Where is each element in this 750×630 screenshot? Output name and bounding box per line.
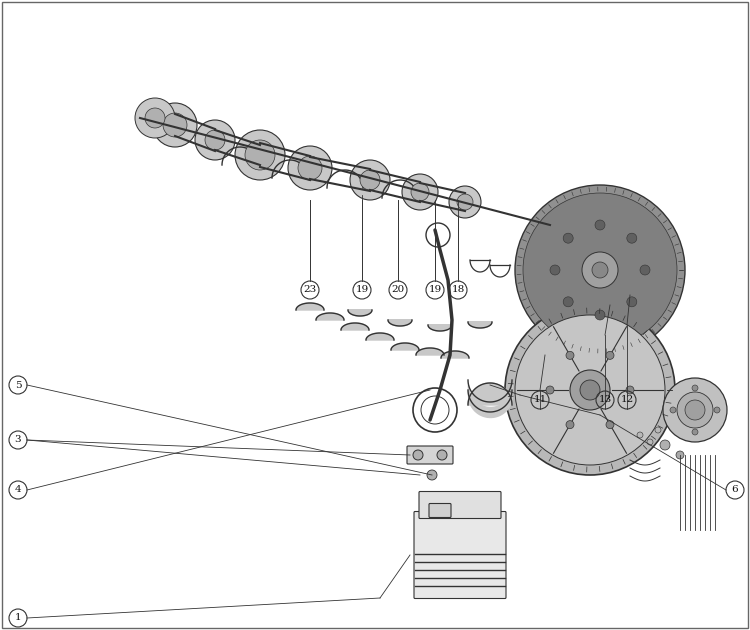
Text: 5: 5 <box>15 381 21 389</box>
Text: 18: 18 <box>452 285 464 294</box>
Circle shape <box>626 386 634 394</box>
Circle shape <box>457 194 473 210</box>
Circle shape <box>235 130 285 180</box>
Circle shape <box>163 113 187 137</box>
Text: 23: 23 <box>303 285 316 294</box>
Circle shape <box>413 450 423 460</box>
Circle shape <box>582 252 618 288</box>
Circle shape <box>350 160 390 200</box>
Circle shape <box>685 400 705 420</box>
Text: 19: 19 <box>428 285 442 294</box>
Polygon shape <box>316 313 344 320</box>
Text: 4: 4 <box>15 486 21 495</box>
Text: 11: 11 <box>533 396 547 404</box>
Circle shape <box>640 265 650 275</box>
Polygon shape <box>416 348 444 355</box>
Circle shape <box>606 421 614 428</box>
Circle shape <box>437 450 447 460</box>
FancyBboxPatch shape <box>414 512 506 598</box>
Polygon shape <box>296 303 324 310</box>
Circle shape <box>245 140 275 170</box>
Text: 6: 6 <box>732 486 738 495</box>
Circle shape <box>655 427 661 433</box>
Polygon shape <box>341 323 369 330</box>
Circle shape <box>566 352 574 359</box>
Text: 13: 13 <box>598 396 612 404</box>
FancyBboxPatch shape <box>419 491 501 518</box>
Circle shape <box>546 386 554 394</box>
Circle shape <box>595 310 605 320</box>
Circle shape <box>692 385 698 391</box>
Polygon shape <box>468 322 492 328</box>
Circle shape <box>523 193 677 347</box>
Circle shape <box>563 233 573 243</box>
Circle shape <box>677 392 713 428</box>
Circle shape <box>153 103 197 147</box>
Circle shape <box>570 370 610 410</box>
Text: 12: 12 <box>620 396 634 404</box>
Polygon shape <box>441 351 469 358</box>
Circle shape <box>627 297 637 307</box>
Circle shape <box>550 265 560 275</box>
Circle shape <box>563 297 573 307</box>
Circle shape <box>411 183 429 201</box>
Text: 1: 1 <box>15 614 21 622</box>
Circle shape <box>627 233 637 243</box>
Text: 3: 3 <box>15 435 21 445</box>
Circle shape <box>205 130 225 150</box>
Circle shape <box>606 352 614 359</box>
Polygon shape <box>348 310 372 316</box>
Circle shape <box>298 156 322 180</box>
Circle shape <box>145 108 165 128</box>
Circle shape <box>714 407 720 413</box>
FancyBboxPatch shape <box>429 503 451 517</box>
Polygon shape <box>468 383 512 405</box>
Circle shape <box>505 305 675 475</box>
Circle shape <box>288 146 332 190</box>
Circle shape <box>360 170 380 190</box>
Circle shape <box>692 429 698 435</box>
Circle shape <box>449 186 481 218</box>
Text: 19: 19 <box>356 285 369 294</box>
Circle shape <box>660 440 670 450</box>
Circle shape <box>647 439 653 445</box>
Circle shape <box>566 421 574 428</box>
Circle shape <box>592 262 608 278</box>
Circle shape <box>580 380 600 400</box>
Circle shape <box>595 220 605 230</box>
FancyBboxPatch shape <box>407 446 453 464</box>
Polygon shape <box>388 320 412 326</box>
Circle shape <box>663 378 727 442</box>
FancyBboxPatch shape <box>157 115 173 125</box>
Polygon shape <box>391 343 419 350</box>
Circle shape <box>402 174 438 210</box>
Circle shape <box>427 470 437 480</box>
Circle shape <box>676 451 684 459</box>
Text: 20: 20 <box>392 285 405 294</box>
Circle shape <box>195 120 235 160</box>
Circle shape <box>135 98 175 138</box>
Polygon shape <box>366 333 394 340</box>
Circle shape <box>515 185 685 355</box>
Circle shape <box>515 315 665 465</box>
Polygon shape <box>428 325 452 331</box>
Circle shape <box>670 407 676 413</box>
Circle shape <box>637 432 643 438</box>
